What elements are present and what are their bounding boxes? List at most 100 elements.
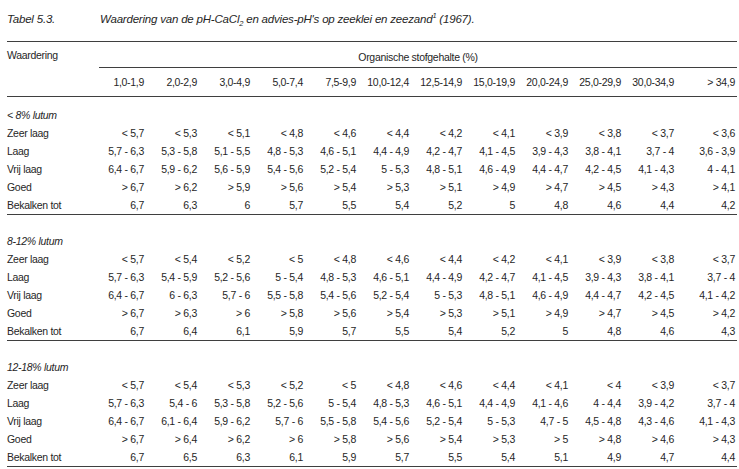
value-cell: 5,2 - 5,6 [258,394,311,412]
value-cell: < 3,7 [682,250,737,268]
value-cell: 6,3 [152,196,205,215]
value-cell: 4,3 - 4,6 [629,412,682,430]
value-cell: < 3,8 [576,124,629,142]
value-cell: 5,2 [470,322,523,341]
value-cell: > 6,7 [99,304,152,322]
value-cell: 4,4 - 4,7 [576,286,629,304]
value-cell: < 5,3 [152,124,205,142]
column-header: > 34,9 [682,68,737,97]
section-heading: 8-12% lutum [7,229,737,250]
value-cell: 4,4 - 4,9 [417,268,470,286]
value-cell: 5 - 5,3 [417,286,470,304]
value-cell: > 4,1 [682,178,737,196]
value-cell: 5,3 - 5,8 [152,142,205,160]
row-label: Bekalken tot [7,322,99,341]
table-row: Zeer laag< 5,7< 5,4< 5,3< 5,2< 5< 4,8< 4… [7,376,737,394]
value-cell: 5,2 - 5,6 [205,268,258,286]
value-cell: 6 [205,196,258,215]
column-header: 25,0-29,9 [576,68,629,97]
column-header: 2,0-2,9 [152,68,205,97]
caption-segment: Waardering van de pH-CaCl [100,13,239,25]
value-cell: 4,2 - 4,5 [629,286,682,304]
value-cell: > 6,3 [152,304,205,322]
value-cell: 4,6 - 4,9 [470,160,523,178]
value-cell: 5,4 [417,322,470,341]
value-cell: 4 - 4,4 [576,394,629,412]
row-label: Zeer laag [7,124,99,142]
row-label: Bekalken tot [7,196,99,215]
value-cell: < 5 [258,250,311,268]
row-label: Vrij laag [7,286,99,304]
value-cell: 5,6 - 5,9 [205,160,258,178]
value-cell: 5,5 - 5,8 [311,412,364,430]
value-cell: 6,3 [205,448,258,467]
table-row: Laag5,7 - 6,35,4 - 65,3 - 5,85,2 - 5,65 … [7,394,737,412]
column-header: 1,0-1,9 [99,68,152,97]
value-cell: 6,7 [99,448,152,467]
table-row: Bekalken tot6,76,365,75,55,45,254,84,64,… [7,196,737,215]
value-cell: < 5 [311,376,364,394]
value-cell: 5,1 [523,448,576,467]
value-cell: < 4,4 [417,250,470,268]
value-cell: 4,8 [523,196,576,215]
table-row: Goed> 6,7> 6,3> 6> 5,8> 5,6> 5,4> 5,3> 5… [7,304,737,322]
value-cell: 4,4 [682,448,737,467]
value-cell: > 5 [523,430,576,448]
value-cell: 4,4 - 4,9 [364,142,417,160]
row-label: Bekalken tot [7,448,99,467]
value-cell: < 5,1 [205,124,258,142]
value-cell: 5,7 [258,196,311,215]
value-cell: 5,4 [470,448,523,467]
value-cell: 3,9 - 4,3 [576,268,629,286]
ph-rating-table: Waardering Organische stofgehalte (%) 1,… [7,41,737,467]
value-cell: > 6,2 [152,178,205,196]
value-cell: < 4,1 [523,250,576,268]
row-label: Goed [7,178,99,196]
value-cell: > 5,3 [417,304,470,322]
column-header: 7,5-9,9 [311,68,364,97]
value-cell: < 5,7 [99,250,152,268]
value-cell: 6,4 [152,322,205,341]
value-cell: > 5,8 [258,304,311,322]
value-cell: 6,5 [152,448,205,467]
value-cell: 4,6 - 5,1 [311,142,364,160]
value-cell: > 4,6 [629,430,682,448]
value-cell: > 5,3 [364,178,417,196]
value-cell: > 4,9 [523,304,576,322]
value-cell: < 4,8 [311,250,364,268]
row-label: Laag [7,142,99,160]
value-cell: 3,9 - 4,2 [629,394,682,412]
value-cell: 4,8 - 5,1 [417,160,470,178]
value-cell: 4,1 - 4,6 [523,394,576,412]
row-label: Vrij laag [7,160,99,178]
value-cell: 5,4 - 5,6 [311,286,364,304]
value-cell: > 5,1 [470,304,523,322]
value-cell: 4,3 [682,322,737,341]
value-cell: 6,1 [258,448,311,467]
value-cell: > 4,8 [576,430,629,448]
value-cell: > 4,9 [470,178,523,196]
value-cell: 5 - 5,4 [258,268,311,286]
value-cell: 5,2 [417,196,470,215]
value-cell: 5,9 - 6,2 [152,160,205,178]
value-cell: < 5,2 [205,250,258,268]
value-cell: 4,1 - 4,3 [629,160,682,178]
section-heading: 12-18% lutum [7,355,737,376]
value-cell: 4,2 - 4,5 [576,160,629,178]
table-row: Vrij laag6,4 - 6,76,1 - 6,45,9 - 6,25,7 … [7,412,737,430]
group-header-row: Waardering Organische stofgehalte (%) [7,42,737,68]
column-header: 15,0-19,9 [470,68,523,97]
value-cell: 3,7 - 4 [682,394,737,412]
value-cell: 3,7 - 4 [629,142,682,160]
value-cell: 4,4 - 4,7 [523,160,576,178]
value-cell: 4,9 [576,448,629,467]
value-cell: < 4,6 [364,250,417,268]
value-cell: > 6,2 [205,430,258,448]
value-cell: > 5,6 [311,304,364,322]
value-cell: > 6 [205,304,258,322]
table-row: Vrij laag6,4 - 6,76 - 6,35,7 - 65,5 - 5,… [7,286,737,304]
caption-text: Waardering van de pH-CaCl2 en advies-pH'… [100,11,474,28]
value-cell: < 4,8 [258,124,311,142]
value-cell: 6,1 [205,322,258,341]
table-row: Vrij laag6,4 - 6,75,9 - 6,25,6 - 5,95,4 … [7,160,737,178]
